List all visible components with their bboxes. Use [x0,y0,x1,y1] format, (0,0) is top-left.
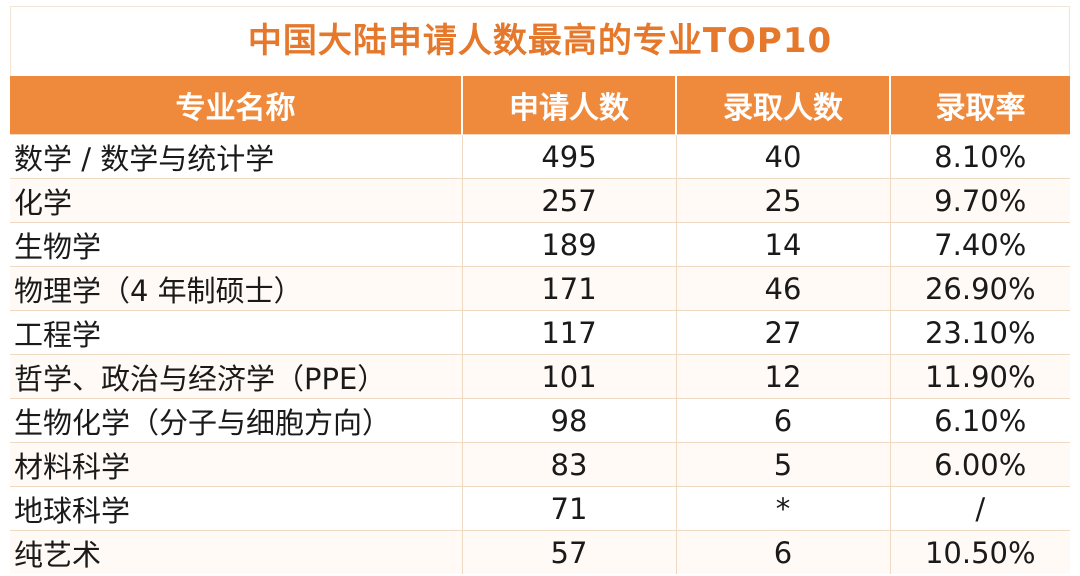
cell-major: 工程学 [10,310,463,355]
table-row: 物理学（4 年制硕士） 171 46 26.90% [10,266,1070,311]
table-row: 纯艺术 57 6 10.50% [10,530,1070,574]
cell-applicants: 495 [462,134,677,179]
cell-admitted: 12 [676,354,891,399]
table-row: 数学 / 数学与统计学 495 40 8.10% [10,134,1070,179]
cell-admitted: 46 [676,266,891,311]
cell-rate: 23.10% [890,310,1070,355]
cell-rate: / [890,486,1070,531]
cell-major: 化学 [10,178,463,223]
cell-major: 生物化学（分子与细胞方向） [10,398,463,443]
cell-applicants: 171 [462,266,677,311]
cell-rate: 6.00% [890,442,1070,487]
cell-major: 纯艺术 [10,530,463,574]
cell-major: 哲学、政治与经济学（PPE） [10,354,463,399]
cell-admitted: * [676,486,891,531]
table-row: 地球科学 71 * / [10,486,1070,531]
cell-applicants: 101 [462,354,677,399]
header-applicants: 申请人数 [462,76,677,135]
table-row: 生物化学（分子与细胞方向） 98 6 6.10% [10,398,1070,443]
cell-applicants: 257 [462,178,677,223]
cell-major: 生物学 [10,222,463,267]
cell-applicants: 57 [462,530,677,574]
cell-major: 数学 / 数学与统计学 [10,134,463,179]
cell-admitted: 25 [676,178,891,223]
cell-applicants: 83 [462,442,677,487]
cell-rate: 26.90% [890,266,1070,311]
cell-admitted: 6 [676,398,891,443]
table-row: 工程学 117 27 23.10% [10,310,1070,355]
cell-applicants: 71 [462,486,677,531]
table-row: 化学 257 25 9.70% [10,178,1070,223]
cell-rate: 6.10% [890,398,1070,443]
cell-admitted: 14 [676,222,891,267]
cell-rate: 9.70% [890,178,1070,223]
header-major: 专业名称 [10,76,463,135]
cell-admitted: 6 [676,530,891,574]
cell-applicants: 189 [462,222,677,267]
cell-rate: 10.50% [890,530,1070,574]
cell-major: 地球科学 [10,486,463,531]
table-row: 生物学 189 14 7.40% [10,222,1070,267]
data-table: 专业名称 申请人数 录取人数 录取率 数学 / 数学与统计学 495 40 8.10%… [10,76,1070,574]
cell-admitted: 40 [676,134,891,179]
table-body: 数学 / 数学与统计学 495 40 8.10% 化学 257 25 9.70% 生物学 189 1… [10,134,1070,574]
cell-rate: 11.90% [890,354,1070,399]
cell-rate: 8.10% [890,134,1070,179]
cell-applicants: 117 [462,310,677,355]
table-row: 材料科学 83 5 6.00% [10,442,1070,487]
header-row: 专业名称 申请人数 录取人数 录取率 [10,76,1070,135]
header-rate: 录取率 [890,76,1070,135]
cell-admitted: 5 [676,442,891,487]
cell-major: 材料科学 [10,442,463,487]
cell-major: 物理学（4 年制硕士） [10,266,463,311]
cell-admitted: 27 [676,310,891,355]
cell-applicants: 98 [462,398,677,443]
cell-rate: 7.40% [890,222,1070,267]
table-title: 中国大陆申请人数最高的专业TOP10 [247,21,833,61]
table-row: 哲学、政治与经济学（PPE） 101 12 11.90% [10,354,1070,399]
header-admitted: 录取人数 [676,76,891,135]
